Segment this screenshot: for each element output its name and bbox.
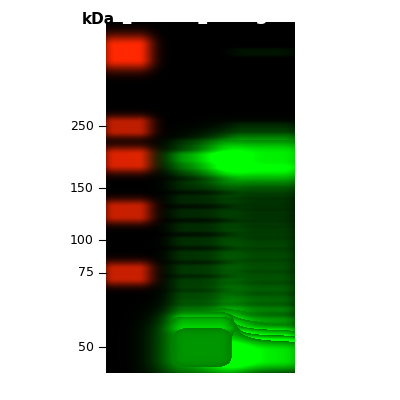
Text: 3: 3 (256, 10, 268, 28)
Text: 75: 75 (78, 266, 94, 279)
Text: 100: 100 (70, 234, 94, 246)
Text: 50: 50 (78, 341, 94, 354)
Text: 250: 250 (70, 120, 94, 132)
Text: 1: 1 (120, 10, 132, 28)
Text: 150: 150 (70, 182, 94, 194)
Text: kDa: kDa (82, 12, 114, 27)
Text: 2: 2 (196, 10, 208, 28)
